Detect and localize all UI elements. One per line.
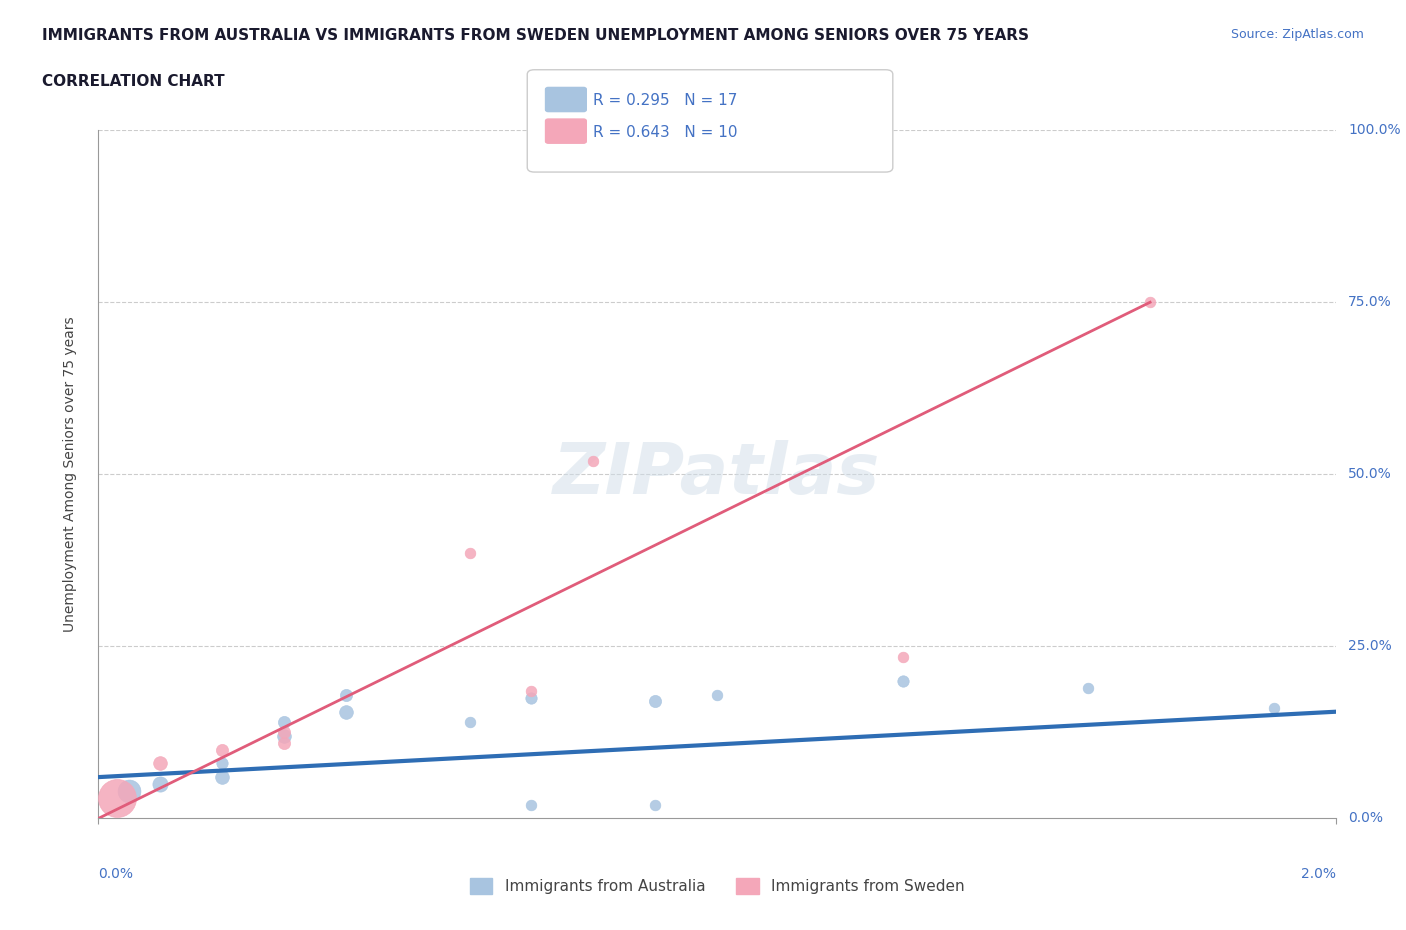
Point (644, 694, 666, 709)
Text: ZIPatlas: ZIPatlas (554, 440, 880, 509)
Point (644, 797, 666, 812)
Point (891, 673, 914, 688)
Point (211, 756, 233, 771)
Point (582, 453, 605, 468)
Legend: Immigrants from Australia, Immigrants from Sweden: Immigrants from Australia, Immigrants fr… (464, 872, 970, 900)
Text: 75.0%: 75.0% (1348, 295, 1392, 310)
Point (1139, 295, 1161, 310)
Point (1263, 701, 1285, 716)
Text: Source: ZipAtlas.com: Source: ZipAtlas.com (1230, 28, 1364, 41)
Point (273, 725, 295, 740)
Point (211, 770, 233, 785)
Text: 0.0%: 0.0% (98, 867, 134, 881)
Point (118, 783, 141, 798)
Point (520, 690, 543, 706)
Point (149, 777, 172, 791)
Point (273, 728, 295, 743)
Point (335, 704, 357, 719)
Text: 50.0%: 50.0% (1348, 467, 1392, 482)
Point (891, 649, 914, 664)
Text: R = 0.295   N = 17: R = 0.295 N = 17 (593, 93, 738, 108)
Point (1077, 680, 1099, 695)
Text: IMMIGRANTS FROM AUSTRALIA VS IMMIGRANTS FROM SWEDEN UNEMPLOYMENT AMONG SENIORS O: IMMIGRANTS FROM AUSTRALIA VS IMMIGRANTS … (42, 28, 1029, 43)
Text: R = 0.643   N = 10: R = 0.643 N = 10 (593, 125, 738, 140)
Point (706, 687, 728, 702)
Point (211, 742, 233, 757)
Y-axis label: Unemployment Among Seniors over 75 years: Unemployment Among Seniors over 75 years (63, 316, 77, 632)
Text: 100.0%: 100.0% (1348, 123, 1400, 138)
Point (520, 797, 543, 812)
Point (273, 714, 295, 729)
Point (149, 756, 172, 771)
Point (458, 546, 481, 561)
Point (520, 684, 543, 698)
Point (105, 790, 128, 805)
Text: 25.0%: 25.0% (1348, 639, 1392, 654)
Point (335, 687, 357, 702)
Text: 0.0%: 0.0% (1348, 811, 1384, 826)
Text: 2.0%: 2.0% (1301, 867, 1336, 881)
Point (458, 714, 481, 729)
Point (273, 736, 295, 751)
Text: CORRELATION CHART: CORRELATION CHART (42, 74, 225, 89)
